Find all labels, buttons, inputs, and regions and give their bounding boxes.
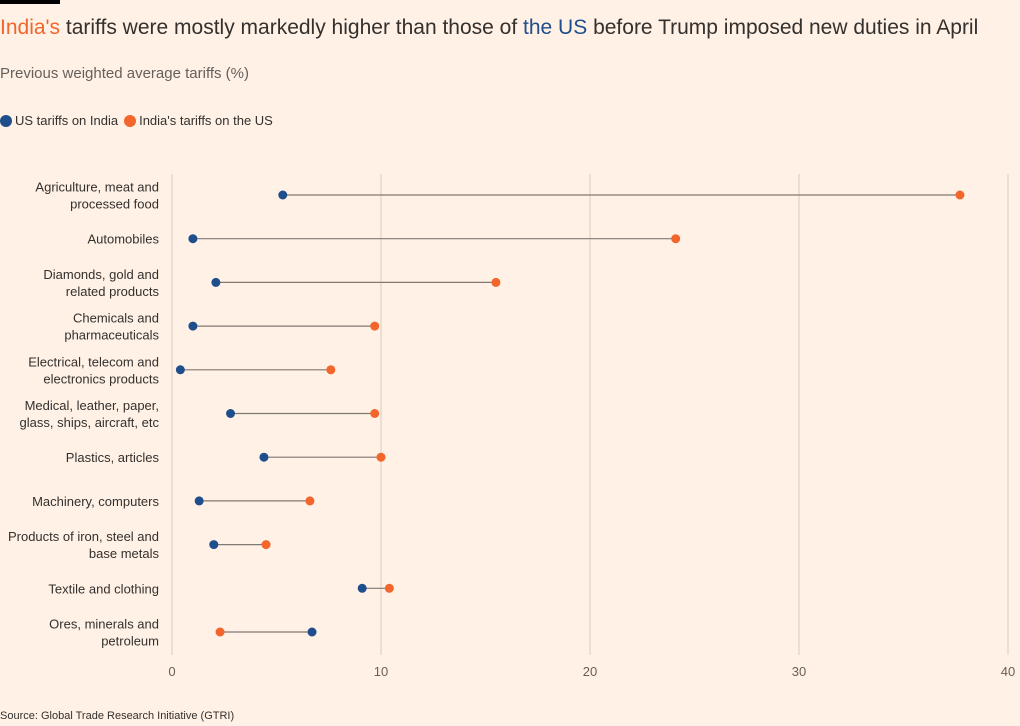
top-accent-bar — [0, 0, 60, 4]
category-label: Textile and clothing — [48, 581, 159, 596]
india-tariff-dot — [671, 234, 681, 244]
us-tariff-dot — [188, 321, 198, 331]
india-tariff-dot — [261, 540, 271, 550]
india-tariff-dot — [326, 365, 336, 375]
source-note: Source: Global Trade Research Initiative… — [0, 710, 235, 722]
category-label: Agriculture, meat and processed food — [35, 180, 159, 212]
dumbbell-chart: 0 10 20 30 40 Agriculture, meat and processed … — [8, 174, 1015, 679]
x-tick-label: 20 — [583, 664, 597, 679]
us-tariff-dot — [259, 452, 269, 462]
category-label: Medical, leather, paper, glass, ships, ai… — [20, 398, 160, 430]
us-tariff-dot — [278, 190, 288, 200]
category-label: Electrical, telecom and electronics produ… — [28, 354, 159, 386]
x-tick-label: 10 — [374, 664, 388, 679]
chart-legend: US tariffs on India India's tariffs on t… — [0, 113, 279, 128]
us-tariff-dot — [175, 365, 185, 375]
india-tariff-dot — [955, 190, 965, 200]
india-tariff-dot — [384, 583, 394, 593]
us-tariff-dot — [194, 496, 204, 506]
chart-subtitle: Previous weighted average tariffs (%) — [0, 65, 250, 82]
us-tariff-dot — [211, 277, 221, 287]
title-us-highlight: the US — [523, 16, 588, 39]
title-text-1: tariffs were mostly markedly higher than… — [60, 16, 524, 39]
india-tariff-dot — [305, 496, 315, 506]
x-tick-label: 0 — [168, 664, 175, 679]
category-label: Ores, minerals and petroleum — [49, 617, 159, 649]
india-tariff-dot — [376, 452, 386, 462]
category-label: Plastics, articles — [66, 450, 160, 465]
us-tariff-dot — [357, 583, 367, 593]
chart-title: India's tariffs were mostly markedly hig… — [0, 14, 978, 42]
x-tick-label: 30 — [792, 664, 806, 679]
legend-item-india: India's tariffs on the US — [124, 113, 273, 128]
us-tariff-dot — [209, 540, 219, 550]
us-tariff-dot — [307, 627, 317, 637]
legend-item-us: US tariffs on India — [0, 113, 118, 128]
x-tick-label: 40 — [1001, 664, 1015, 679]
title-text-2: before Trump imposed new duties in April — [587, 16, 979, 39]
legend-dot-india — [124, 114, 137, 127]
us-tariff-dot — [188, 234, 198, 244]
legend-dot-us — [0, 114, 12, 127]
india-tariff-dot — [370, 321, 380, 331]
category-label: Products of iron, steel and base metals — [8, 529, 160, 561]
title-india-highlight: India's — [0, 16, 61, 39]
category-label: Automobiles — [87, 232, 159, 247]
india-tariff-dot — [491, 277, 501, 287]
category-label: Machinery, computers — [32, 494, 159, 509]
legend-label-us: US tariffs on India — [15, 113, 119, 128]
category-label: Diamonds, gold and related products — [43, 267, 159, 299]
india-tariff-dot — [215, 627, 225, 637]
legend-label-india: India's tariffs on the US — [139, 113, 273, 128]
india-tariff-dot — [370, 409, 380, 418]
us-tariff-dot — [226, 409, 236, 418]
category-label: Chemicals and pharmaceuticals — [64, 311, 159, 343]
